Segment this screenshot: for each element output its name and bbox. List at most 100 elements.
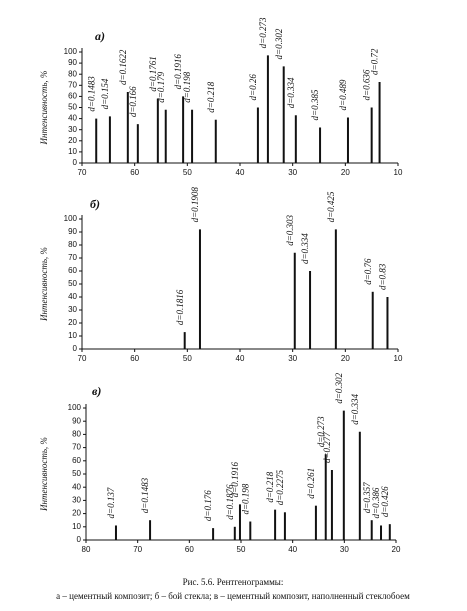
peak-label: d=0.425 bbox=[326, 191, 336, 222]
peak-label: d=0.166 bbox=[128, 86, 138, 117]
x-tick-label: 20 bbox=[341, 168, 350, 177]
y-tick-label: 10 bbox=[68, 331, 77, 340]
y-tick-label: 100 bbox=[64, 214, 78, 223]
y-tick-label: 100 bbox=[64, 47, 78, 56]
y-axis-label: Интенсивность, % bbox=[39, 247, 49, 322]
y-tick-label: 90 bbox=[68, 227, 77, 236]
y-tick-label: 60 bbox=[68, 266, 77, 275]
peak-label: d=0.636 bbox=[362, 69, 372, 100]
y-axis-label: Интенсивность, % bbox=[39, 437, 49, 512]
caption-title: Рис. 5.6. Рентгенограммы: bbox=[183, 577, 284, 587]
y-tick-label: 60 bbox=[68, 92, 77, 101]
y-tick-label: 60 bbox=[72, 456, 81, 465]
x-tick-label: 30 bbox=[288, 354, 297, 363]
peak-label: d=0.273 bbox=[258, 17, 268, 48]
y-tick-label: 20 bbox=[68, 136, 77, 145]
x-tick-label: 40 bbox=[236, 168, 245, 177]
x-tick-label: 50 bbox=[237, 545, 246, 554]
x-tick-label: 60 bbox=[130, 168, 139, 177]
peak-label: d=0.83 bbox=[378, 263, 388, 290]
y-tick-label: 20 bbox=[68, 318, 77, 327]
y-tick-label: 0 bbox=[73, 344, 78, 353]
peak-label: d=0.334 bbox=[300, 233, 310, 264]
peak-label: d=0.137 bbox=[106, 487, 116, 518]
y-tick-label: 30 bbox=[68, 305, 77, 314]
x-tick-label: 60 bbox=[130, 354, 139, 363]
peak-label: d=0.302 bbox=[334, 372, 344, 403]
peak-label: d=0.198 bbox=[240, 483, 250, 514]
peak-label: d=0.426 bbox=[380, 486, 390, 517]
peak-label: d=0.334 bbox=[350, 393, 360, 424]
peak-label: d=0.385 bbox=[310, 89, 320, 120]
peak-label: d=0.303 bbox=[285, 214, 295, 245]
peak-label: d=0.76 bbox=[363, 258, 373, 285]
peak-label: d=0.72 bbox=[370, 48, 380, 75]
x-tick-label: 20 bbox=[341, 354, 350, 363]
x-tick-label: 70 bbox=[78, 354, 87, 363]
peak-label: d=0.1816 bbox=[175, 289, 185, 325]
panel-title: б) bbox=[90, 197, 100, 211]
peak-label: d=0.218 bbox=[265, 471, 275, 502]
x-tick-label: 30 bbox=[340, 545, 349, 554]
x-tick-label: 60 bbox=[185, 545, 194, 554]
y-tick-label: 50 bbox=[72, 469, 81, 478]
y-tick-label: 10 bbox=[68, 147, 77, 156]
peak-label: d=0.179 bbox=[156, 71, 166, 102]
x-tick-label: 40 bbox=[288, 545, 297, 554]
peak-label: d=0.1761 bbox=[148, 56, 158, 91]
x-tick-label: 50 bbox=[183, 168, 192, 177]
y-tick-label: 70 bbox=[68, 80, 77, 89]
y-tick-label: 30 bbox=[72, 496, 81, 505]
peak-label: d=0.154 bbox=[100, 78, 110, 109]
x-tick-label: 10 bbox=[394, 168, 403, 177]
y-tick-label: 30 bbox=[68, 125, 77, 134]
peak-label: d=0.1908 bbox=[190, 187, 200, 223]
y-tick-label: 50 bbox=[68, 103, 77, 112]
panel-title: а) bbox=[95, 29, 105, 43]
x-tick-label: 20 bbox=[392, 545, 401, 554]
x-tick-label: 70 bbox=[133, 545, 142, 554]
y-tick-label: 20 bbox=[72, 509, 81, 518]
y-tick-label: 70 bbox=[68, 253, 77, 262]
x-tick-label: 10 bbox=[394, 354, 403, 363]
x-tick-label: 30 bbox=[288, 168, 297, 177]
panel-title: в) bbox=[92, 384, 101, 398]
peak-label: d=0.1876 bbox=[225, 484, 235, 520]
y-tick-label: 70 bbox=[72, 443, 81, 452]
x-tick-label: 50 bbox=[183, 354, 192, 363]
peak-label: d=0.357 bbox=[362, 482, 372, 513]
peak-label: d=0.489 bbox=[338, 79, 348, 110]
peak-label: d=0.273 bbox=[316, 416, 326, 447]
peak-label: d=0.261 bbox=[306, 468, 316, 499]
peak-label: d=0.176 bbox=[203, 490, 213, 521]
peak-label: d=0.1483 bbox=[140, 477, 150, 513]
peak-label: d=0.1622 bbox=[118, 49, 128, 85]
peak-label: d=0.218 bbox=[206, 81, 216, 112]
y-tick-label: 50 bbox=[68, 279, 77, 288]
peak-label: d=0.1916 bbox=[230, 462, 240, 498]
peak-label: d=0.26 bbox=[248, 74, 258, 101]
y-tick-label: 90 bbox=[72, 416, 81, 425]
x-tick-label: 40 bbox=[236, 354, 245, 363]
y-tick-label: 10 bbox=[72, 522, 81, 531]
peak-label: d=0.198 bbox=[182, 71, 192, 102]
y-tick-label: 40 bbox=[68, 292, 77, 301]
y-tick-label: 80 bbox=[72, 430, 81, 439]
y-tick-label: 0 bbox=[77, 535, 82, 544]
peak-label: d=0.1916 bbox=[173, 54, 183, 90]
y-tick-label: 0 bbox=[73, 158, 78, 167]
y-tick-label: 90 bbox=[68, 58, 77, 67]
peak-label: d=0.1483 bbox=[86, 76, 96, 112]
y-tick-label: 100 bbox=[68, 403, 82, 412]
x-tick-label: 80 bbox=[82, 545, 91, 554]
y-tick-label: 40 bbox=[72, 482, 81, 491]
x-tick-label: 70 bbox=[78, 168, 87, 177]
peak-label: d=0.386 bbox=[371, 487, 381, 518]
peak-label: d=0.334 bbox=[286, 77, 296, 108]
y-tick-label: 80 bbox=[68, 240, 77, 249]
peak-label: d=0.302 bbox=[274, 28, 284, 59]
y-tick-label: 80 bbox=[68, 69, 77, 78]
y-tick-label: 40 bbox=[68, 114, 77, 123]
caption-text: а – цементный композит; б – бой стекла; … bbox=[56, 591, 410, 601]
